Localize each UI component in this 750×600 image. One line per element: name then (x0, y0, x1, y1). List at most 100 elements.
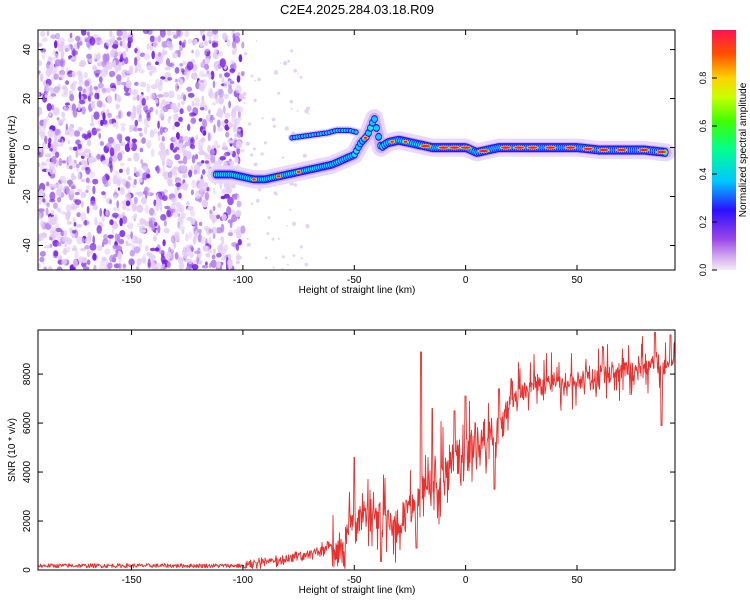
noise-speckle (164, 50, 168, 56)
noise-speckle (72, 80, 78, 85)
noise-speckle (109, 118, 112, 125)
noise-speckle (187, 124, 191, 131)
noise-speckle (229, 68, 236, 73)
noise-speckle (81, 166, 86, 171)
noise-speckle (189, 209, 196, 217)
noise-speckle (131, 202, 137, 212)
x-tick-label: -50 (347, 575, 362, 586)
noise-speckle (304, 262, 309, 267)
noise-speckle (91, 127, 98, 136)
noise-speckle (211, 226, 218, 235)
noise-speckle (74, 199, 82, 206)
noise-speckle (97, 245, 103, 252)
noise-speckle (184, 252, 190, 257)
noise-speckle (59, 210, 65, 215)
noise-speckle (125, 45, 129, 53)
noise-speckle (299, 75, 303, 79)
y-tick-label: 8000 (22, 363, 33, 386)
noise-speckle (81, 133, 87, 139)
noise-speckle (169, 142, 174, 151)
noise-speckle (185, 150, 192, 160)
noise-speckle (197, 170, 200, 175)
noise-speckle (236, 252, 240, 258)
noise-speckle (166, 40, 173, 48)
ridge-hotspot-core (449, 146, 460, 149)
noise-speckle (217, 202, 222, 208)
noise-speckle (86, 53, 93, 60)
noise-speckle (176, 30, 181, 37)
ridge-hotspot-core (403, 140, 408, 143)
noise-speckle (129, 249, 135, 257)
noise-speckle (145, 191, 148, 200)
noise-speckle (177, 49, 181, 58)
noise-speckle (124, 92, 131, 96)
noise-speckle (254, 79, 257, 82)
noise-speckle (237, 110, 241, 119)
noise-speckle (98, 82, 104, 89)
x-tick-label: -100 (233, 575, 253, 586)
colorbar-tick-label: 0.2 (698, 216, 708, 229)
noise-speckle (77, 143, 82, 149)
noise-speckle (190, 117, 197, 124)
noise-speckle (54, 40, 58, 49)
noise-speckle (81, 178, 85, 183)
noise-speckle (163, 91, 169, 98)
noise-speckle (86, 130, 92, 139)
noise-speckle (211, 102, 217, 106)
noise-speckle (62, 236, 69, 243)
noise-speckle (177, 77, 183, 81)
noise-speckle (146, 43, 150, 50)
noise-speckle (228, 121, 232, 129)
noise-speckle (212, 42, 219, 48)
noise-speckle (227, 196, 234, 206)
noise-speckle (109, 219, 114, 226)
noise-speckle (151, 262, 158, 270)
noise-speckle (242, 96, 246, 100)
noise-speckle (223, 182, 230, 190)
spectrogram-panel: -150 -100 -50 0 50 -40 -20 0 20 40 Height of stra… (7, 29, 676, 296)
noise-speckle (202, 169, 206, 175)
noise-speckle (122, 178, 126, 186)
noise-speckle (186, 61, 194, 71)
noise-speckle (172, 125, 175, 131)
noise-speckle (271, 237, 275, 241)
noise-speckle (159, 78, 163, 87)
x-tick-label: -50 (347, 275, 362, 286)
noise-speckle (89, 84, 93, 92)
noise-speckle (140, 159, 143, 165)
noise-speckle (220, 223, 225, 233)
noise-speckle (64, 243, 67, 248)
noise-speckle (58, 37, 65, 44)
noise-speckle (96, 62, 102, 67)
noise-speckle (125, 181, 131, 189)
ridge-hotspot-core (296, 170, 301, 174)
noise-speckle (246, 242, 251, 247)
noise-speckle (72, 146, 78, 151)
noise-speckle (188, 38, 193, 44)
noise-speckle (138, 132, 143, 137)
noise-speckle (231, 209, 236, 216)
noise-speckle (212, 248, 216, 254)
noise-speckle (160, 214, 167, 221)
noise-speckle (140, 95, 144, 100)
noise-speckle (174, 67, 180, 74)
noise-speckle (160, 145, 166, 155)
noise-speckle (188, 169, 193, 178)
noise-speckle (154, 36, 158, 42)
noise-speckle (172, 113, 179, 121)
noise-speckle (208, 36, 212, 43)
noise-speckle (161, 136, 165, 142)
noise-speckle (139, 218, 145, 225)
noise-speckle (149, 247, 156, 252)
noise-speckle (105, 175, 110, 181)
noise-speckle (148, 191, 151, 197)
noise-speckle (121, 211, 126, 217)
noise-speckle (54, 59, 62, 67)
noise-speckle (188, 112, 196, 117)
noise-speckle (208, 237, 212, 246)
noise-speckle (229, 80, 235, 85)
noise-speckle (49, 66, 57, 75)
noise-speckle (47, 266, 53, 270)
noise-speckle (293, 69, 298, 73)
noise-speckle (82, 88, 87, 94)
